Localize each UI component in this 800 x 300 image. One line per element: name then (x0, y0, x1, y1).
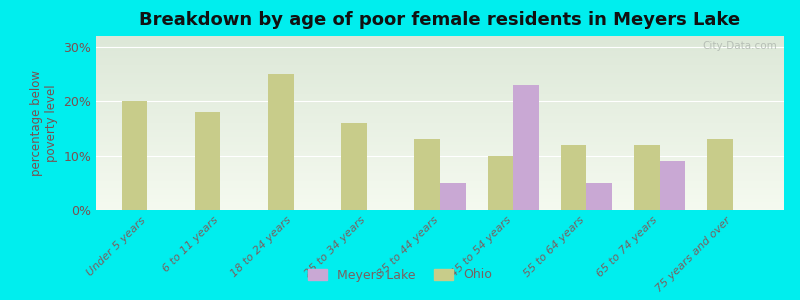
Bar (440, 183, 466, 210)
Text: City-Data.com: City-Data.com (702, 41, 777, 51)
Bar (122, 101, 147, 210)
Bar (195, 112, 221, 210)
Bar (561, 145, 586, 210)
Bar (634, 145, 659, 210)
Title: Breakdown by age of poor female residents in Meyers Lake: Breakdown by age of poor female resident… (139, 11, 741, 29)
Bar (341, 123, 367, 210)
Bar (487, 156, 513, 210)
Bar (707, 139, 733, 210)
Bar (586, 183, 612, 210)
Bar (414, 139, 440, 210)
Y-axis label: percentage below
poverty level: percentage below poverty level (30, 70, 58, 176)
Bar (659, 161, 685, 210)
Legend: Meyers Lake, Ohio: Meyers Lake, Ohio (302, 262, 498, 288)
Bar (268, 74, 294, 210)
Bar (513, 85, 539, 210)
